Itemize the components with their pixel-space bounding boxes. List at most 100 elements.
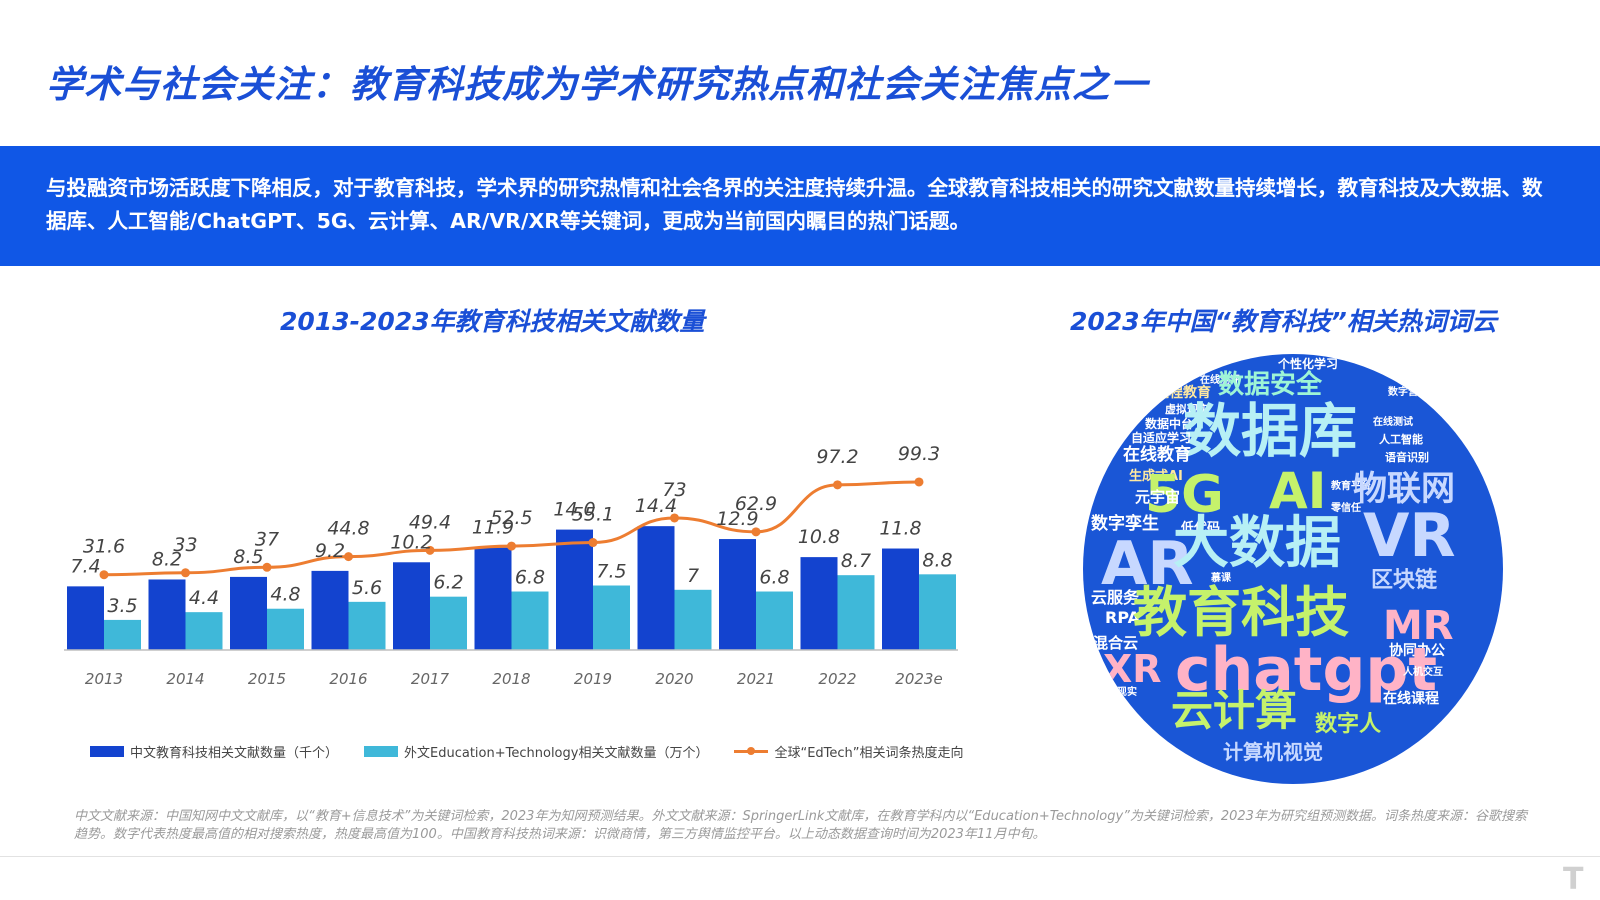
trend-point-2017 <box>425 545 435 555</box>
cloud-word: 云服务 <box>1091 588 1140 607</box>
cloud-word: 数字人 <box>1315 712 1382 737</box>
tick-label-2013: 2013 <box>85 670 123 688</box>
label-trend-2016: 44.8 <box>327 518 369 540</box>
cloud-word: MR <box>1383 603 1454 649</box>
bar-en-2022 <box>837 575 875 650</box>
tick-label-2018: 2018 <box>492 670 530 688</box>
cloud-word: AI <box>1269 462 1327 520</box>
footer-divider <box>0 856 1600 857</box>
legend-item-trend: 全球“EdTech”相关词条热度走向 <box>734 742 964 761</box>
cloud-word: 人工智能 <box>1379 433 1423 446</box>
cloud-word: 区块链 <box>1371 568 1438 593</box>
bar-cn-2015 <box>230 576 267 650</box>
cloud-word: 远程教育 <box>1155 385 1211 401</box>
cloud-word: 教育平台 <box>1331 481 1371 492</box>
trend-point-2021 <box>751 527 761 537</box>
trend-point-2014 <box>181 568 190 578</box>
cloud-word: 语音识别 <box>1385 451 1429 464</box>
cloud-word: 增强现实 <box>1097 687 1137 698</box>
label-en-2020: 7 <box>687 565 699 587</box>
label-cn-2019: 14.0 <box>553 499 595 521</box>
label-cn-2017: 10.2 <box>390 531 432 553</box>
label-trend-2021: 62.9 <box>735 493 777 515</box>
bar-en-2016 <box>348 601 386 650</box>
cloud-word: 数据安全 <box>1218 370 1323 400</box>
trend-point-2019 <box>588 538 598 548</box>
cloud-word: RPA <box>1105 608 1140 627</box>
tick-label-2017: 2017 <box>411 670 450 688</box>
bar-en-2019 <box>593 585 630 650</box>
label-cn-2021: 12.9 <box>716 508 758 530</box>
chart-legend: 中文教育科技相关文献数量（千个） 外文Education+Technology相… <box>90 742 990 761</box>
bar-en-2018 <box>511 591 549 650</box>
label-en-2015: 4.8 <box>270 584 300 606</box>
summary-text: 与投融资市场活跃度下降相反，对于教育科技，学术界的研究热情和社会各界的关注度持续… <box>46 176 1543 233</box>
tick-label-2015: 2015 <box>248 670 286 688</box>
trend-point-2022 <box>833 480 842 490</box>
label-trend-2018: 52.5 <box>490 507 532 529</box>
label-en-2019: 7.5 <box>596 561 626 583</box>
label-en-2016: 5.6 <box>352 577 382 599</box>
legend-item-en: 外文Education+Technology相关文献数量（万个） <box>364 742 708 761</box>
trend-point-2015 <box>262 562 272 572</box>
cloud-word: 物联网 <box>1353 469 1455 509</box>
brand-logo: T <box>1563 862 1584 897</box>
trend-point-2020 <box>670 513 679 523</box>
bar-cn-2014 <box>148 579 186 650</box>
bar-en-2017 <box>430 596 467 650</box>
label-trend-2023e: 99.3 <box>898 443 940 465</box>
label-trend-2017: 49.4 <box>409 511 451 533</box>
label-en-2022: 8.7 <box>841 550 871 572</box>
cloud-word: 数据中台 <box>1145 417 1194 431</box>
label-trend-2013: 31.6 <box>83 536 125 558</box>
label-cn-2018: 11.9 <box>472 517 514 539</box>
trend-line <box>103 480 920 577</box>
label-cn-2015: 8.5 <box>233 546 263 568</box>
chart-title: 2013-2023年教育科技相关文献数量 <box>280 307 705 336</box>
cloud-word: 混合云 <box>1093 634 1139 652</box>
label-en-2018: 6.8 <box>515 567 545 589</box>
bar-en-2020 <box>674 589 712 650</box>
label-cn-2014: 8.2 <box>152 548 182 570</box>
literature-chart: 7.4 3.5 8.2 4.4 8.5 4.8 9.2 5.6 10.26.2 11.9 6.8 14… <box>64 443 958 688</box>
label-cn-2016: 9.2 <box>315 540 345 562</box>
trend-point-2018 <box>507 541 516 551</box>
cloud-word: 元宇宙 <box>1135 488 1181 506</box>
legend-label-cn: 中文教育科技相关文献数量（千个） <box>130 746 339 761</box>
cloud-word: 计算机视觉 <box>1223 740 1323 764</box>
cloud-word: 人机交互 <box>1403 667 1443 678</box>
cloud-word: 自适应学习 <box>1131 431 1192 445</box>
trend-point-2016 <box>344 552 353 562</box>
legend-swatch-cn <box>90 746 124 757</box>
trend-point-2013 <box>99 570 109 580</box>
label-trend-2015: 37 <box>255 528 279 550</box>
cloud-word: 生成式AI <box>1129 469 1183 484</box>
cloud-word: AR <box>1101 529 1194 599</box>
label-en-2013: 3.5 <box>107 595 137 617</box>
label-cn-2013: 7.4 <box>70 555 100 577</box>
label-cn-2023e: 11.8 <box>879 518 921 540</box>
label-en-2021: 6.8 <box>759 567 789 589</box>
bar-cn-2020 <box>637 526 675 650</box>
cloud-word: 零信任 <box>1331 503 1361 514</box>
label-trend-2020: 73 <box>662 479 686 501</box>
label-trend-2014: 33 <box>173 534 197 556</box>
word-cloud: 个性化学习 在线测评 远程教育 数据安全 数字营销 虚拟现实 数据中台 数据库 在线测试 自适应学… <box>1083 354 1503 784</box>
cloud-word: 在线测试 <box>1373 417 1413 428</box>
label-en-2014: 4.4 <box>189 587 219 609</box>
trend-point-2023e <box>914 477 924 487</box>
cloud-word: 大数据 <box>1173 511 1341 576</box>
cloud-word: 在线测评 <box>1200 375 1240 386</box>
bar-cn-2017 <box>393 562 430 650</box>
bar-en-2021 <box>756 591 793 650</box>
cloud-word: 在线教育 <box>1123 445 1191 465</box>
cloud-word: 低代码 <box>1181 521 1221 536</box>
cloud-word: VR <box>1363 501 1456 571</box>
cloud-word: 教育科技 <box>1133 581 1349 644</box>
tick-label-2022: 2022 <box>818 670 856 688</box>
tick-label-2014: 2014 <box>166 670 204 688</box>
cloud-word: 数字营销 <box>1388 387 1428 398</box>
label-en-2017: 6.2 <box>433 572 463 594</box>
tick-label-2021: 2021 <box>737 670 775 688</box>
tick-label-2020: 2020 <box>655 670 693 688</box>
